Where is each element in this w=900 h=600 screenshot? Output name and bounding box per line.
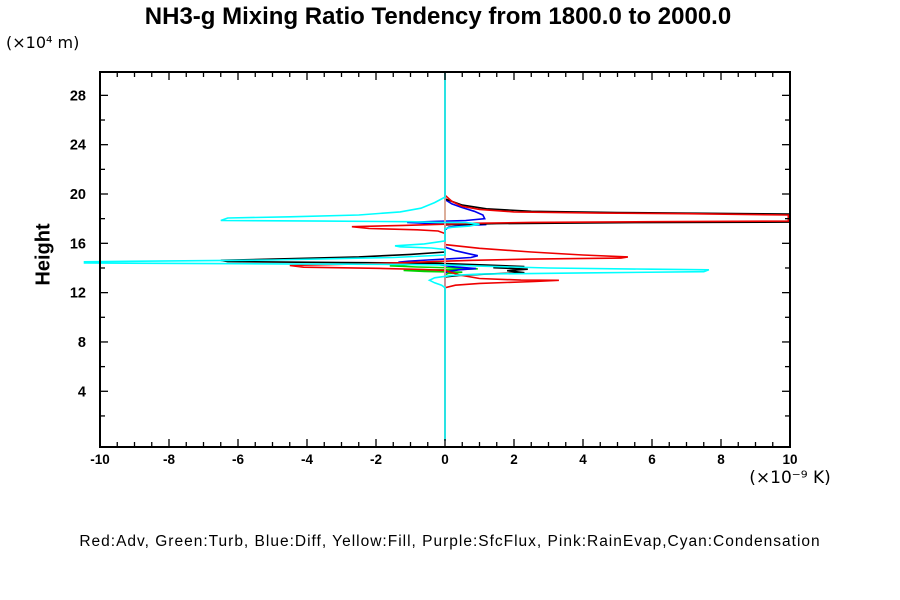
y-tick-label: 8 bbox=[78, 335, 86, 351]
x-tick-label: 2 bbox=[510, 452, 518, 467]
y-tick-label: 24 bbox=[70, 138, 86, 154]
y-axis-unit-label: (×10⁴ m) bbox=[6, 33, 80, 52]
chart-title: NH3-g Mixing Ratio Tendency from 1800.0 … bbox=[144, 3, 732, 30]
x-tick-label: 4 bbox=[579, 452, 587, 467]
y-tick-label: 20 bbox=[70, 187, 86, 203]
series-black-unlabeled bbox=[220, 71, 790, 441]
x-tick-label: 6 bbox=[648, 452, 656, 467]
x-tick-label: -2 bbox=[370, 452, 382, 467]
x-tick-label: -8 bbox=[163, 452, 175, 467]
x-tick-label: -6 bbox=[232, 452, 244, 467]
x-tick-label: -10 bbox=[90, 452, 110, 467]
y-tick-label: 16 bbox=[70, 236, 86, 252]
x-tick-label: 10 bbox=[782, 452, 797, 467]
y-tick-label: 4 bbox=[78, 384, 86, 400]
x-tick-label: 8 bbox=[717, 452, 725, 467]
x-tick-label: 0 bbox=[441, 452, 449, 467]
y-tick-label: 28 bbox=[70, 88, 86, 104]
y-tick-label: 12 bbox=[70, 286, 86, 302]
series-Adv bbox=[289, 71, 790, 441]
series-Condensation bbox=[83, 71, 710, 441]
x-axis-unit-label: (×10⁻⁹ K) bbox=[749, 468, 831, 488]
legend: Red:Adv, Green:Turb, Blue:Diff, Yellow:F… bbox=[79, 533, 821, 550]
x-tick-label: -4 bbox=[301, 452, 313, 467]
